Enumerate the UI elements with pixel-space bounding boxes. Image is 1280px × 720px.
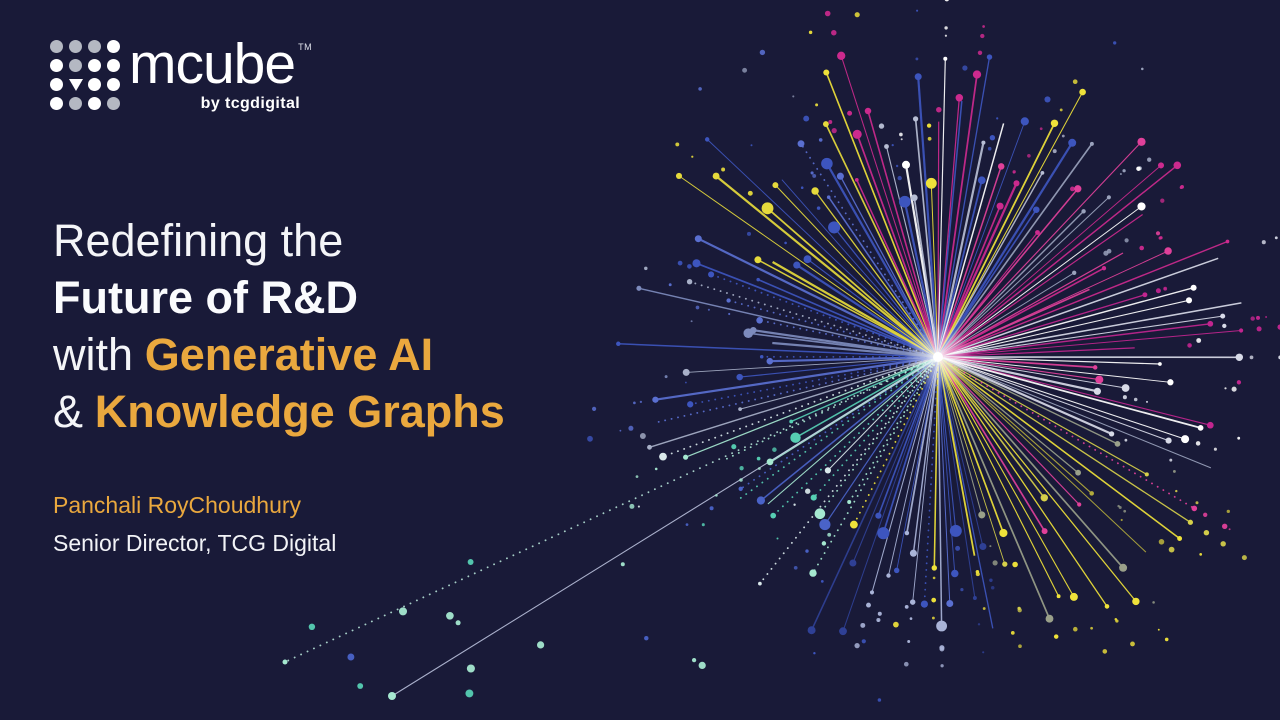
- title-line-3-prefix: with: [53, 329, 134, 380]
- title-line-3: with Generative AI: [53, 326, 505, 383]
- logo-dot: [50, 59, 63, 72]
- title-line-4: & Knowledge Graphs: [53, 383, 505, 440]
- page-title: Redefining the Future of R&D with Generat…: [53, 212, 505, 440]
- logo-dot: [88, 40, 101, 53]
- logo-mark: mcube TM by tcgdigital: [50, 36, 312, 113]
- trademark-mark: TM: [298, 42, 313, 52]
- speaker-name: Panchali RoyChoudhury: [53, 492, 302, 518]
- logo-dot: [50, 40, 63, 53]
- logo-dot-grid: [50, 40, 120, 110]
- title-line-4-highlight: Knowledge Graphs: [94, 386, 505, 437]
- speaker-role: Senior Director, TCG Digital: [53, 530, 337, 556]
- title-line-4-prefix: &: [53, 386, 84, 437]
- logo-dot: [50, 97, 63, 110]
- logo-dot: [107, 78, 120, 91]
- logo-dot: [88, 59, 101, 72]
- logo-dot: [69, 40, 82, 53]
- logo-dot: [69, 97, 82, 110]
- logo-dot: [88, 78, 101, 91]
- logo-text: mcube TM by tcgdigital: [129, 36, 312, 113]
- logo-triangle-icon: [69, 79, 83, 91]
- logo-dot: [107, 40, 120, 53]
- title-line-3-highlight: Generative AI: [144, 329, 434, 380]
- logo-dot: [88, 97, 101, 110]
- logo-dot: [50, 78, 63, 91]
- brand-name: mcube: [129, 32, 296, 96]
- logo-dot: [107, 59, 120, 72]
- logo-dot: [107, 97, 120, 110]
- logo-dot: [69, 59, 82, 72]
- title-line-2: Future of R&D: [53, 272, 358, 323]
- logo-tagline: by tcgdigital: [200, 95, 301, 112]
- speaker-block: Panchali RoyChoudhury Senior Director, T…: [53, 490, 336, 558]
- title-line-1: Redefining the: [53, 215, 344, 266]
